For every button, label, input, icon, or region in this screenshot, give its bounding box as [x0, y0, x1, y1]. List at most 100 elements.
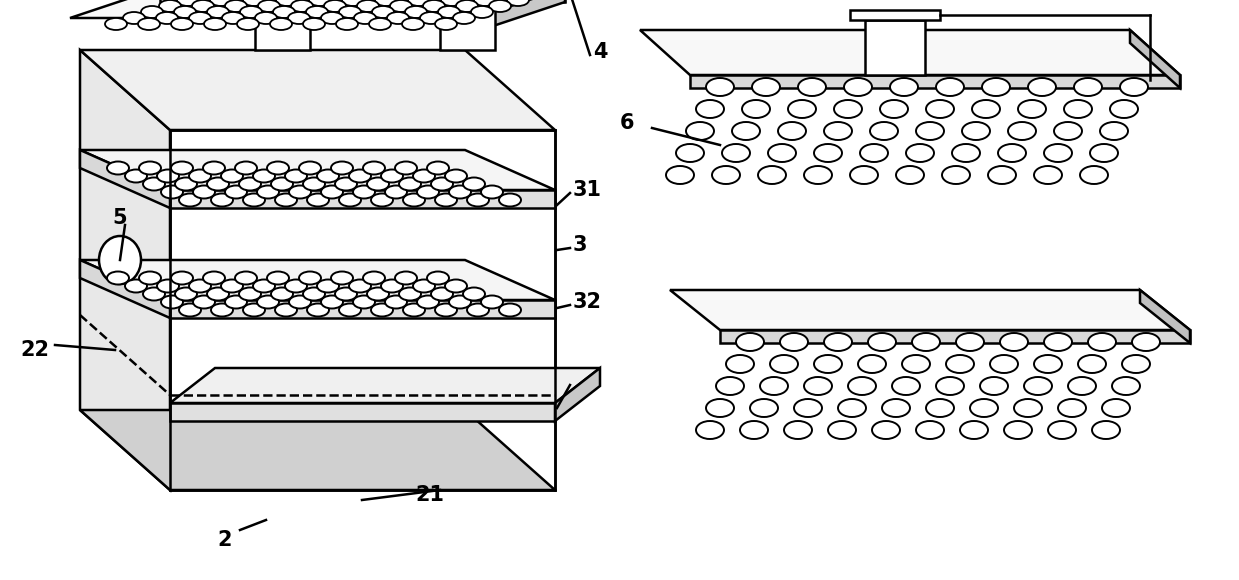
Ellipse shape	[367, 177, 389, 190]
Ellipse shape	[1018, 100, 1046, 118]
Ellipse shape	[418, 295, 439, 309]
Ellipse shape	[309, 0, 331, 6]
Ellipse shape	[413, 169, 435, 183]
Ellipse shape	[857, 355, 886, 373]
Ellipse shape	[289, 186, 311, 198]
Polygon shape	[1130, 30, 1180, 88]
Ellipse shape	[207, 6, 229, 18]
Ellipse shape	[339, 303, 361, 317]
Ellipse shape	[872, 421, 900, 439]
Ellipse shape	[395, 161, 418, 175]
Ellipse shape	[390, 0, 413, 12]
Ellipse shape	[159, 0, 181, 12]
Ellipse shape	[306, 6, 328, 18]
Ellipse shape	[960, 421, 987, 439]
Ellipse shape	[193, 295, 216, 309]
Ellipse shape	[942, 166, 970, 184]
Ellipse shape	[507, 0, 529, 6]
Ellipse shape	[190, 280, 211, 292]
Ellipse shape	[142, 177, 165, 190]
Ellipse shape	[1035, 166, 1062, 184]
Ellipse shape	[449, 186, 471, 198]
Ellipse shape	[769, 355, 798, 373]
Polygon shape	[170, 403, 555, 421]
Ellipse shape	[211, 303, 233, 317]
Ellipse shape	[370, 194, 393, 206]
Ellipse shape	[331, 271, 353, 285]
Ellipse shape	[157, 280, 178, 292]
Ellipse shape	[1074, 78, 1101, 96]
Ellipse shape	[824, 333, 852, 351]
Ellipse shape	[1123, 355, 1150, 373]
Ellipse shape	[726, 355, 755, 373]
Ellipse shape	[1048, 421, 1075, 439]
Ellipse shape	[794, 399, 821, 417]
Ellipse shape	[203, 161, 225, 175]
Ellipse shape	[408, 0, 430, 6]
Ellipse shape	[706, 78, 733, 96]
Ellipse shape	[285, 280, 307, 292]
Ellipse shape	[420, 12, 442, 24]
Ellipse shape	[750, 399, 778, 417]
Ellipse shape	[1101, 399, 1130, 417]
Ellipse shape	[869, 333, 896, 351]
Ellipse shape	[370, 303, 393, 317]
Ellipse shape	[240, 6, 261, 18]
Ellipse shape	[916, 421, 944, 439]
Ellipse shape	[321, 186, 343, 198]
Ellipse shape	[732, 122, 760, 140]
Ellipse shape	[427, 271, 449, 285]
Ellipse shape	[225, 186, 247, 198]
Polygon shape	[170, 300, 555, 318]
Ellipse shape	[997, 144, 1026, 162]
Ellipse shape	[243, 194, 265, 206]
Ellipse shape	[336, 18, 358, 30]
Ellipse shape	[304, 18, 325, 30]
Ellipse shape	[912, 333, 940, 351]
Ellipse shape	[1110, 100, 1137, 118]
Ellipse shape	[696, 421, 724, 439]
Text: 21: 21	[415, 485, 445, 505]
Text: 4: 4	[593, 42, 607, 62]
Ellipse shape	[778, 122, 807, 140]
Ellipse shape	[243, 303, 265, 317]
Ellipse shape	[171, 271, 193, 285]
Ellipse shape	[178, 303, 201, 317]
Ellipse shape	[161, 295, 183, 309]
Ellipse shape	[456, 0, 478, 12]
Ellipse shape	[177, 0, 199, 6]
Ellipse shape	[349, 280, 370, 292]
Ellipse shape	[1078, 355, 1106, 373]
Ellipse shape	[276, 0, 299, 6]
Ellipse shape	[740, 421, 768, 439]
Ellipse shape	[716, 377, 743, 395]
Polygon shape	[255, 0, 310, 50]
Ellipse shape	[107, 161, 129, 175]
Ellipse shape	[325, 0, 346, 12]
Ellipse shape	[207, 177, 229, 190]
Ellipse shape	[870, 122, 898, 140]
Ellipse shape	[253, 169, 275, 183]
Ellipse shape	[499, 194, 522, 206]
Ellipse shape	[285, 169, 307, 183]
Ellipse shape	[354, 12, 375, 24]
Ellipse shape	[403, 303, 425, 317]
Ellipse shape	[203, 271, 225, 285]
Ellipse shape	[475, 0, 496, 6]
Ellipse shape	[237, 18, 259, 30]
Polygon shape	[81, 260, 170, 318]
Ellipse shape	[418, 186, 439, 198]
Ellipse shape	[892, 377, 921, 395]
Ellipse shape	[760, 377, 788, 395]
Ellipse shape	[1014, 399, 1042, 417]
Ellipse shape	[125, 280, 147, 292]
Ellipse shape	[157, 169, 178, 183]
Ellipse shape	[804, 166, 833, 184]
Ellipse shape	[838, 399, 866, 417]
Ellipse shape	[375, 0, 396, 6]
Ellipse shape	[209, 0, 232, 6]
Polygon shape	[690, 75, 1180, 88]
Polygon shape	[160, 0, 565, 2]
Ellipse shape	[441, 0, 463, 6]
Ellipse shape	[499, 303, 522, 317]
